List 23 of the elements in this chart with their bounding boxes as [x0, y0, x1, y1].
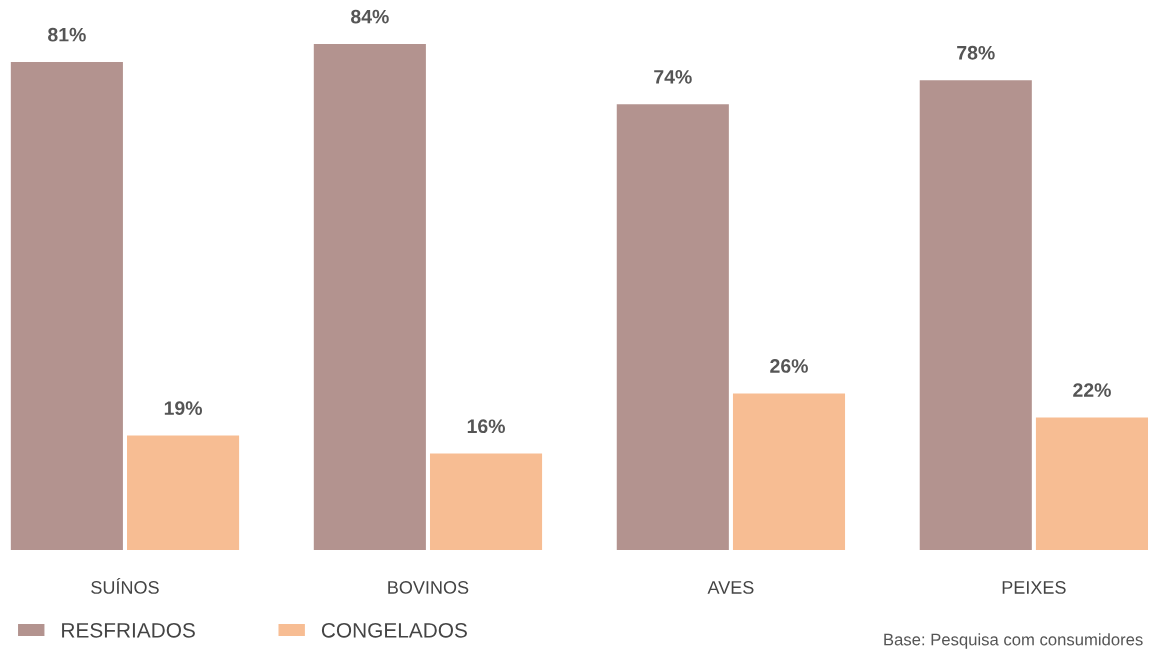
bar — [919, 80, 1032, 550]
data-label: 19% — [164, 401, 203, 416]
bar — [10, 62, 123, 550]
x-tick-label: AVES — [707, 581, 754, 594]
data-label: 26% — [770, 359, 808, 373]
text: Base: Pesquisa com consumidores — [884, 633, 1143, 649]
data-label: 84% — [351, 9, 389, 24]
x-tick-label: PEIXES — [1002, 581, 1066, 594]
bar — [732, 393, 846, 550]
bar — [429, 453, 543, 550]
legend-label: CONGELADOS — [321, 622, 467, 638]
bar — [1035, 417, 1149, 550]
data-label: 22% — [1073, 383, 1111, 397]
data-label: 16% — [467, 419, 505, 434]
bar — [127, 435, 240, 550]
bar — [313, 44, 426, 550]
legend-label: RESFRIADOS — [62, 622, 195, 638]
x-tick-label: BOVINOS — [388, 581, 469, 594]
x-tick-label: SUÍNOS — [91, 577, 159, 594]
bar — [616, 104, 729, 550]
data-label: 81% — [48, 27, 86, 42]
data-label: 74% — [654, 70, 692, 84]
data-label: 78% — [957, 45, 995, 60]
